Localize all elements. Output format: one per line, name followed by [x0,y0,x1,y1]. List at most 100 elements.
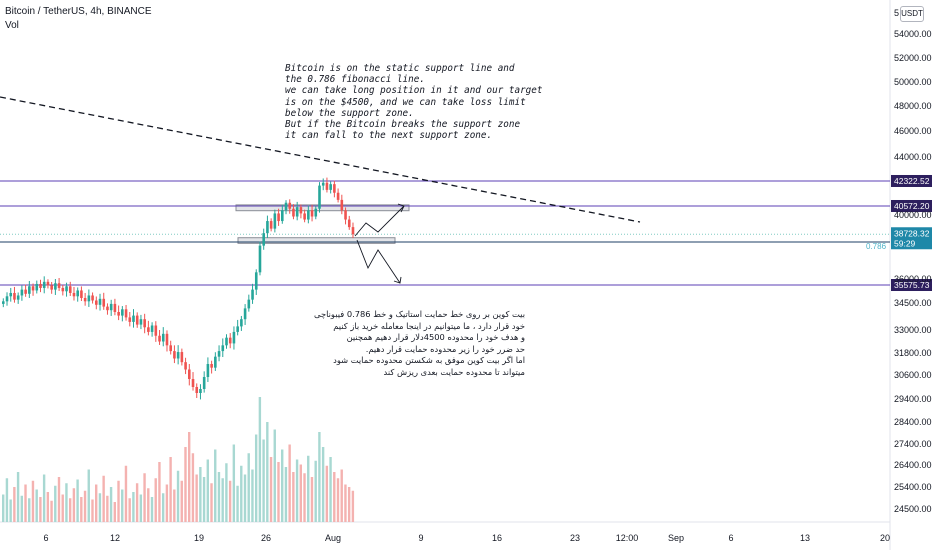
candle-body [210,364,213,368]
volume-bar [76,479,79,522]
candle-body [344,210,347,220]
candle-body [307,210,310,220]
volume-bar [288,444,291,522]
volume-bar [236,485,239,522]
volume-bar [325,465,329,522]
price-axis-tick: 52000.00 [894,53,932,63]
volume-bar [344,484,347,522]
candle-body [95,300,98,305]
support-zone [237,237,396,244]
candle-body [191,379,195,387]
volume-bar [147,488,150,522]
candle-body [46,281,50,286]
candle-body [184,362,187,370]
volume-bar [2,494,5,522]
bullish-path-arrow [354,205,405,237]
candle-body [113,303,117,312]
time-axis-tick: 6 [728,533,733,543]
candle-body [165,333,169,346]
volume-bar [109,487,113,522]
volume-bar [13,487,16,522]
candle-body [325,182,329,190]
time-axis-tick: 23 [570,533,580,543]
candle-body [269,221,273,229]
volume-bar [102,475,105,522]
price-axis-tick: 26400.00 [894,460,932,470]
candle-body [292,208,295,217]
volume-bar [188,432,191,522]
price-axis-tick: 34500.00 [894,298,932,308]
price-axis[interactable]: 54000.00 52000.00 50000.00 48000.00 46000.00… [894,29,932,514]
candle-body [206,364,210,377]
candle-body [281,210,284,222]
candle-body [124,309,128,318]
volume-bar [35,489,38,522]
volume-bar [321,447,325,522]
volume-bar [273,429,276,522]
volume-bar [225,463,228,522]
candle-body [314,208,318,217]
candle-body [72,292,76,297]
candle-body [13,292,16,300]
candle-body [31,286,35,291]
volume-bar [65,483,68,522]
candle-body [228,337,232,344]
candle-body [98,298,102,305]
price-level-label-bg [891,279,932,292]
candle-body [299,207,303,214]
downtrend-line [0,96,641,223]
candle-body [57,283,61,288]
volume-bar [42,474,46,522]
candle-body [199,389,202,393]
volume-bar [180,480,183,522]
price-axis-tick: 33000.00 [894,325,932,335]
price-axis-tick: 24500.00 [894,504,932,514]
candle-body [150,325,154,332]
time-axis-tick: 20 [880,533,890,543]
time-axis-tick: 12 [110,533,120,543]
candle-body [28,286,31,294]
candle-body [336,192,340,200]
volume-bar [232,444,236,522]
volume-bar [318,432,321,522]
candle-body [91,295,94,301]
resistance-zone [235,204,410,212]
candle-body [266,221,269,234]
volume-bars [2,397,355,522]
candle-body [76,290,79,297]
volume-bar [121,489,124,522]
volume-bar [128,498,131,522]
volume-bar [28,498,31,522]
candle-body [247,299,251,309]
price-axis-tick: 28400.00 [894,417,932,427]
volume-bar [61,494,64,522]
price-axis-top-tick: 5 [894,8,900,18]
time-axis-tick: 6 [43,533,48,543]
volume-bar [214,449,217,522]
volume-bar [262,439,265,522]
time-axis[interactable]: 6 12 19 26 Aug 9 16 23 12:00 Sep 6 13 20 [43,533,890,543]
volume-indicator-label: Vol [5,20,19,31]
candle-body [262,233,265,246]
candle-body [195,387,199,393]
candle-body [202,377,206,389]
volume-bar [251,469,254,522]
candle-body [236,326,239,332]
candle-body [347,219,351,228]
volume-bar [68,498,72,522]
price-axis-tick: 31800.00 [894,348,932,358]
volume-bar [310,477,314,522]
currency-scale-button[interactable]: USDT [900,6,924,22]
price-axis-tick: 50000.00 [894,77,932,87]
volume-bar [16,472,20,522]
candle-body [109,303,113,311]
volume-bar [95,484,98,522]
bar-countdown-label: 59:29 [894,238,916,248]
time-axis-tick: Aug [325,533,341,543]
volume-bar [124,465,128,522]
volume-bar [161,493,165,522]
candle-body [225,337,228,346]
candle-body [68,286,72,293]
volume-bar [281,449,284,522]
